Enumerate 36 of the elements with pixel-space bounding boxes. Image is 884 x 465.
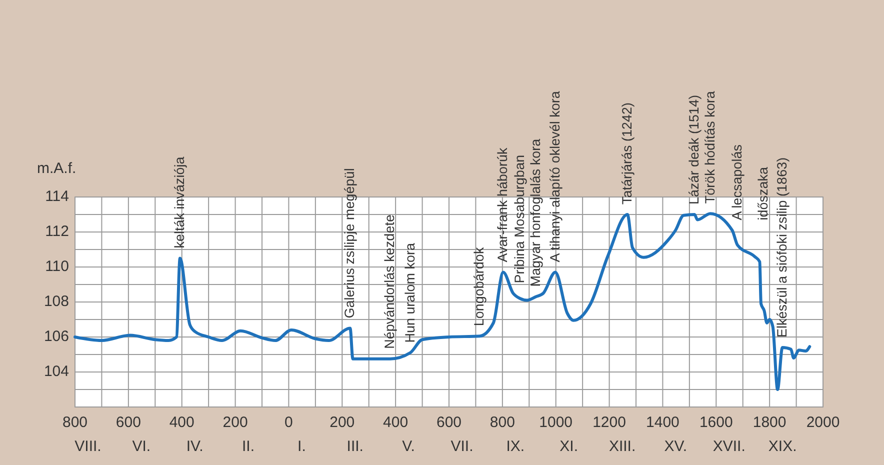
annotation: Elkészül a siófoki zsilip (1863) bbox=[774, 157, 789, 338]
y-tick-label: 108 bbox=[44, 292, 69, 310]
x-tick-label: 800 IX. bbox=[490, 414, 525, 455]
x-tick-label: 800 VIII. bbox=[62, 414, 102, 455]
x-tick-label: 1400 XV. bbox=[646, 414, 688, 455]
x-tick-label: 600 VI. bbox=[116, 414, 151, 455]
annotation: kelták inváziója bbox=[172, 156, 187, 248]
x-tick-label: 0 I. bbox=[284, 414, 306, 455]
y-tick-label: 106 bbox=[44, 328, 69, 345]
x-tick-label: 2000 bbox=[806, 414, 840, 431]
annotation: Török hódítás kora bbox=[702, 90, 717, 204]
x-tick-label: 400 V. bbox=[383, 414, 415, 455]
x-tick-label: 200 II. bbox=[222, 414, 255, 455]
annotation: Longobárdok bbox=[471, 247, 486, 326]
y-tick-label: 104 bbox=[44, 362, 69, 380]
x-tick-label: 1600 XVII. bbox=[699, 414, 746, 455]
x-tick-label: 600 VII. bbox=[436, 414, 474, 455]
annotation: Népvándorlás kezdete bbox=[382, 214, 397, 349]
annotation: Lázár deák (1514) bbox=[686, 94, 702, 204]
y-tick-label: 114 bbox=[45, 188, 69, 205]
x-tick-label: 1800 XIX. bbox=[752, 414, 797, 455]
annotation: Galerius zsilipje megépül bbox=[342, 168, 357, 318]
annotation: A tihanyi alapító oklevél kora bbox=[546, 90, 562, 262]
y-axis-title: m.A.f. bbox=[37, 160, 76, 177]
y-tick-label: 110 bbox=[45, 258, 69, 275]
annotation: Tatárjárás (1242) bbox=[619, 102, 634, 204]
annotation: Pribina Mosaburgban bbox=[512, 154, 527, 284]
annotation: A lecsapolás időszaka bbox=[729, 144, 770, 220]
x-tick-label: 1000 XI. bbox=[539, 414, 578, 455]
x-tick-label: 400 IV. bbox=[169, 414, 204, 455]
y-tick-label: 112 bbox=[45, 222, 69, 240]
x-tick-label: 1200 XIII. bbox=[592, 414, 636, 455]
annotation: Avar-frank háborúk bbox=[494, 147, 510, 262]
annotation: Hun uralom kora bbox=[402, 242, 417, 343]
x-tick-label: 200 III. bbox=[330, 414, 364, 455]
annotation: Magyar honfoglalás kora bbox=[527, 138, 542, 287]
